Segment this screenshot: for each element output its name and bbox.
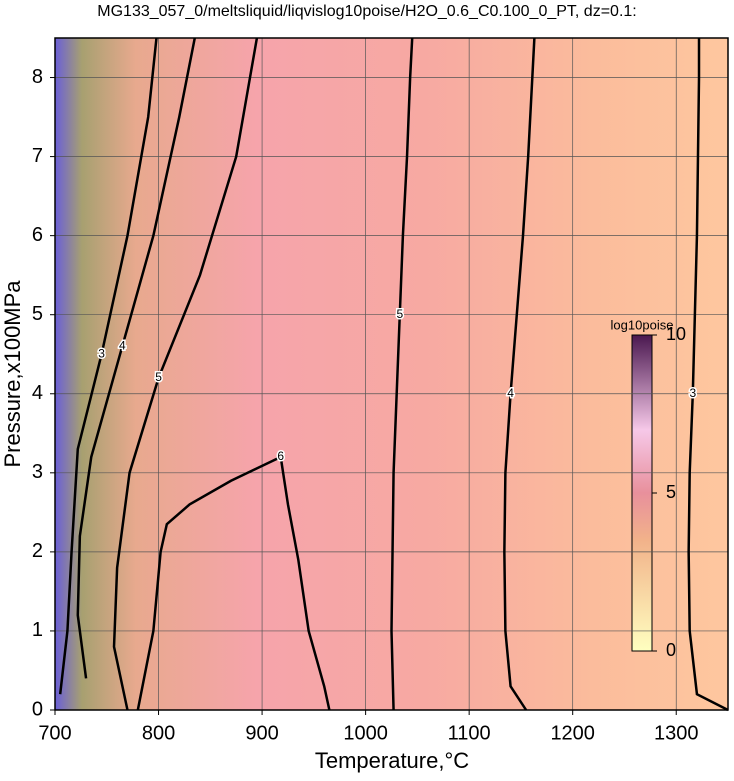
x-tick-label: 1100 xyxy=(448,722,491,744)
y-tick-label: 6 xyxy=(32,224,43,246)
y-axis-label: Pressure,x100MPa xyxy=(0,280,25,468)
chart-title: MG133_057_0/meltsliquid/liqvislog10poise… xyxy=(97,3,636,20)
y-tick-label: 2 xyxy=(32,540,43,562)
x-tick-label: 1200 xyxy=(550,722,595,744)
contour-line xyxy=(136,455,331,711)
contour-label: 4 xyxy=(507,386,514,400)
contour-line xyxy=(687,38,729,712)
x-tick-label: 700 xyxy=(38,722,71,744)
x-tick-label: 900 xyxy=(245,722,278,744)
plot-frame xyxy=(54,37,729,711)
y-tick-label: 7 xyxy=(32,145,43,167)
y-tick-label: 8 xyxy=(32,66,43,88)
contour-line xyxy=(390,37,414,711)
x-tick-label: 1300 xyxy=(654,722,699,744)
contour-line xyxy=(58,37,158,695)
x-tick-label: 800 xyxy=(142,722,175,744)
contour-label: 4 xyxy=(119,339,126,353)
x-axis-label: Temperature,°C xyxy=(315,748,469,773)
y-tick-label: 0 xyxy=(32,698,43,720)
contour-label: 6 xyxy=(277,449,284,463)
colorbar-scale xyxy=(631,334,653,652)
colorbar-tick-label: 5 xyxy=(666,482,676,502)
contour-label: 5 xyxy=(155,370,162,384)
contour-label: 5 xyxy=(396,307,403,321)
y-tick-label: 5 xyxy=(32,303,43,325)
contour-line xyxy=(112,37,259,711)
y-tick-label: 3 xyxy=(32,461,43,483)
x-tick-label: 1000 xyxy=(343,722,388,744)
colorbar-label: log10poise xyxy=(611,317,674,332)
contour-label: 3 xyxy=(689,386,696,400)
contour-line xyxy=(503,37,536,711)
contour-line xyxy=(76,37,197,679)
y-tick-label: 4 xyxy=(32,382,43,404)
colorbar-tick-label: 0 xyxy=(666,640,676,660)
contour-label: 3 xyxy=(98,346,105,360)
y-tick-label: 1 xyxy=(32,619,43,641)
